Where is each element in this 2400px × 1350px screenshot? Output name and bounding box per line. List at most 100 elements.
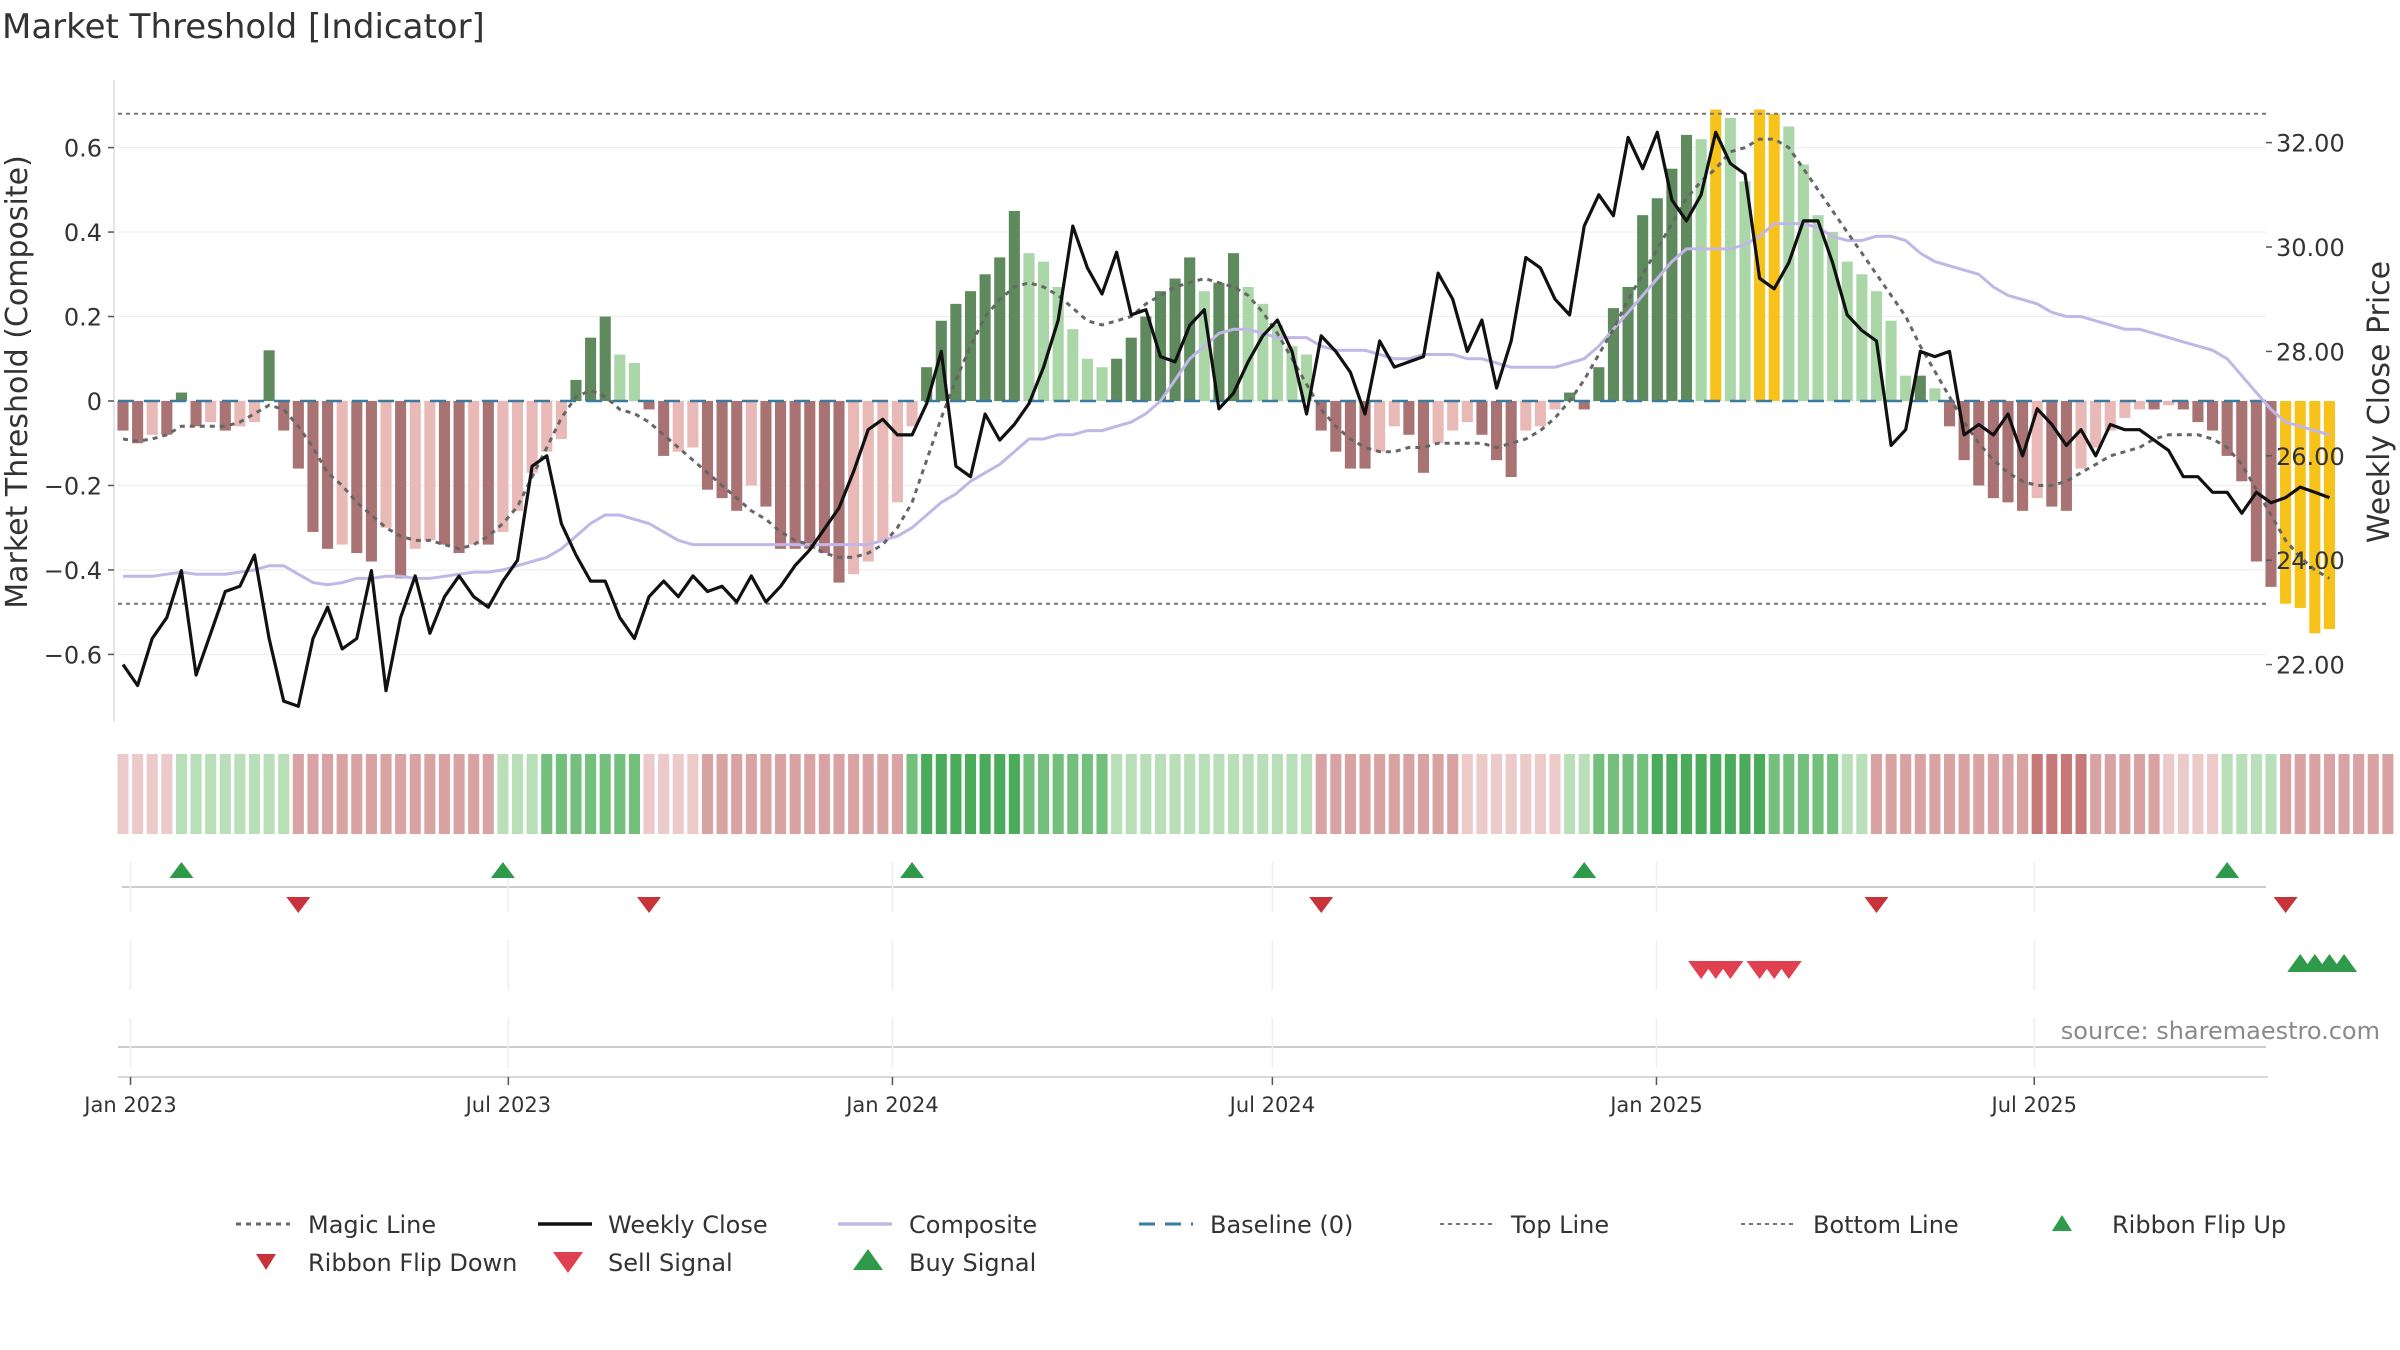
histogram-bar — [2323, 401, 2335, 630]
histogram-bar — [1169, 278, 1181, 401]
ribbon-cell — [424, 754, 436, 834]
ribbon-cell — [701, 754, 714, 834]
ribbon-cell — [877, 754, 889, 834]
right-axis-label: Weekly Close Price — [2362, 261, 2397, 543]
histogram-bar — [1695, 139, 1707, 401]
ribbon-cell — [1695, 754, 1707, 834]
flip-up-icon — [2052, 1215, 2072, 1231]
histogram-bar — [599, 316, 611, 401]
histogram-bar — [643, 401, 655, 410]
histogram-bar — [2133, 401, 2146, 410]
ribbon-cell — [2163, 754, 2175, 834]
histogram-bar — [468, 401, 480, 545]
ribbon-cell — [1154, 754, 1167, 834]
histogram-bar — [1242, 286, 1254, 401]
composite-line — [123, 222, 2330, 587]
ribbon-cell — [2046, 754, 2058, 834]
ribbon-cell — [2177, 754, 2189, 834]
histogram-bar — [687, 401, 699, 448]
ribbon-cell — [248, 754, 261, 834]
histogram-bar — [117, 401, 129, 431]
histogram-bar — [175, 392, 187, 401]
histogram-bar — [731, 401, 743, 511]
histogram-bar — [1739, 181, 1751, 401]
ribbon-cell — [1461, 754, 1473, 834]
ribbon-flip-up-marker — [169, 862, 194, 878]
right-tick-label-4: 24.00 — [2276, 547, 2345, 575]
histogram-bar — [1856, 274, 1868, 401]
ribbon-cell — [1125, 754, 1137, 834]
ribbon-cell — [1140, 754, 1152, 834]
ribbon-cell — [1841, 754, 1853, 834]
histogram-bar — [2265, 401, 2277, 587]
legend-magic-line-label: Magic Line — [308, 1211, 436, 1239]
ribbon-cell — [307, 754, 319, 834]
histogram-bar — [1447, 401, 1459, 431]
histogram-bar — [1213, 282, 1225, 401]
chart-title: Market Threshold [Indicator] — [2, 7, 485, 47]
legend-sell-signal-label: Sell Signal — [608, 1249, 733, 1277]
ribbon-cell — [1564, 754, 1576, 834]
sell-signal-icon — [553, 1252, 583, 1273]
histogram-bar — [2221, 401, 2233, 456]
ribbon-cell — [1213, 754, 1225, 834]
x-tick-label-3: Jul 2024 — [1228, 1093, 1315, 1117]
histogram-bar — [511, 401, 524, 511]
histogram-bar — [775, 401, 787, 549]
ribbon-cell — [1403, 754, 1415, 834]
ribbon-cell — [1885, 754, 1897, 834]
ribbon-flip-up-marker — [1572, 862, 1597, 878]
ribbon-flip-markers — [169, 862, 2298, 913]
ribbon-cell — [1768, 754, 1780, 834]
histogram-bar — [205, 401, 217, 423]
ribbon-cell — [862, 754, 874, 834]
ribbon-cell — [541, 754, 553, 834]
series-lines — [121, 130, 2331, 708]
histogram-bar — [1534, 401, 1546, 427]
ribbon-cell — [322, 754, 334, 834]
ribbon-cell — [906, 754, 918, 834]
histogram-bar — [1359, 401, 1371, 469]
ribbon-cell — [1987, 754, 1999, 834]
histogram-bar — [278, 401, 290, 431]
legend-ribbon-flip-up-label: Ribbon Flip Up — [2112, 1211, 2286, 1239]
histogram-bar — [2148, 401, 2160, 410]
ribbon-flip-down-marker — [2273, 897, 2298, 913]
ribbon-cell — [1870, 754, 1883, 834]
sell-signal-marker — [1775, 961, 1802, 979]
trade-signal-markers — [1688, 954, 2358, 979]
ribbon-cell — [1184, 754, 1196, 834]
histogram-bar — [2236, 401, 2248, 482]
histogram-bar — [701, 401, 714, 490]
histogram-bar — [789, 401, 801, 549]
ribbon-cell — [336, 754, 348, 834]
ribbon-cell — [380, 754, 392, 834]
legend-buy-signal-label: Buy Signal — [909, 1249, 1036, 1277]
ribbon-cell — [2323, 754, 2335, 834]
ribbon-cell — [599, 754, 611, 834]
ribbon-cell — [2017, 754, 2029, 834]
histogram-bar — [570, 379, 582, 401]
ribbon-cell — [409, 754, 421, 834]
histogram-bar — [2046, 401, 2058, 507]
ribbon-cell — [132, 754, 144, 834]
histogram-bar — [1271, 324, 1283, 401]
left-tick-label-2: 0.2 — [64, 304, 102, 332]
ribbon-flip-down-marker — [1309, 897, 1334, 913]
histogram-bar — [1403, 401, 1415, 435]
histogram-bar — [453, 401, 465, 554]
ribbon-cell — [2280, 754, 2292, 834]
ribbon-cell — [1198, 754, 1210, 834]
histogram-bar — [1344, 401, 1356, 469]
ribbon-cell — [555, 754, 567, 834]
ribbon-cell — [234, 754, 246, 834]
ribbon-cell — [395, 754, 407, 834]
legend-bottom-line: Bottom Line — [1741, 1211, 1959, 1239]
ribbon-cell — [1359, 754, 1371, 834]
histogram-bar — [1680, 134, 1693, 401]
buy-signal-marker — [2331, 954, 2358, 972]
x-tick-label-4: Jan 2025 — [1608, 1093, 1703, 1117]
histogram-bar — [1666, 168, 1678, 401]
histogram-bar — [1301, 354, 1313, 401]
histogram-bar — [2163, 401, 2175, 406]
